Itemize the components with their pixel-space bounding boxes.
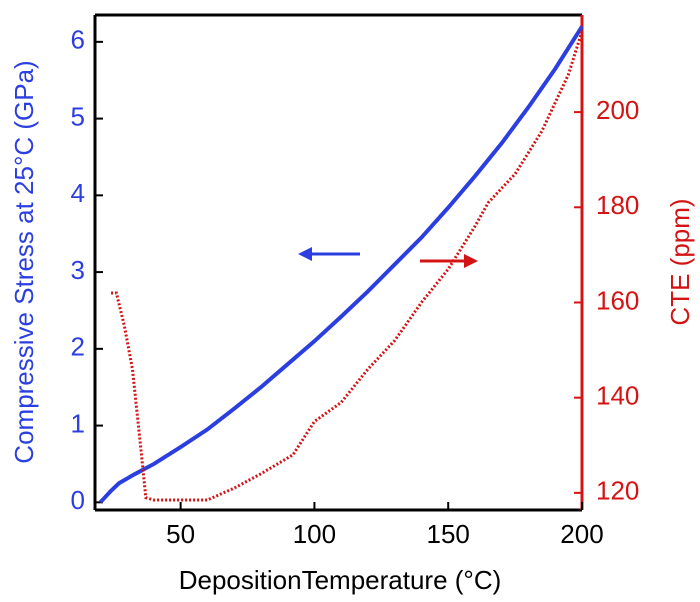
- annotation-arrows: [298, 247, 478, 268]
- y-tick-label: 0: [71, 485, 85, 515]
- x-tick-label: 200: [560, 519, 603, 549]
- y-tick-label: 1: [71, 408, 85, 438]
- y2-axis-label: CTE (ppm): [665, 198, 695, 325]
- x-tick-label: 150: [427, 519, 470, 549]
- y-axis-label: Compressive Stress at 25°C (GPa): [9, 60, 39, 463]
- x-tick-label: 100: [293, 519, 336, 549]
- y2-tick-label: 180: [596, 190, 639, 220]
- series-line: [111, 30, 584, 502]
- y2-tick-label: 200: [596, 95, 639, 125]
- y2-tick-label: 160: [596, 285, 639, 315]
- y-tick-label: 3: [71, 255, 85, 285]
- y2-tick-label: 120: [596, 476, 639, 506]
- right-arrow-head: [464, 254, 478, 268]
- y-tick-label: 4: [71, 178, 85, 208]
- y2-tick-label: 140: [596, 381, 639, 411]
- y-tick-label: 2: [71, 332, 85, 362]
- y-tick-label: 6: [71, 25, 85, 55]
- series-line: [98, 25, 584, 504]
- x-tick-label: 50: [166, 519, 195, 549]
- left-arrow-head: [298, 247, 312, 261]
- y-tick-label: 5: [71, 101, 85, 131]
- x-axis-label: DepositionTemperature (°C): [179, 565, 502, 595]
